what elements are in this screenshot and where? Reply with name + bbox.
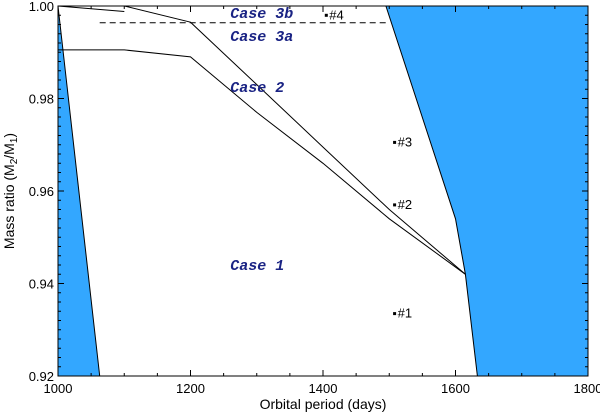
case-label-case3a: Case 3a bbox=[230, 29, 293, 46]
data-point-label-3: #3 bbox=[398, 134, 412, 149]
excluded-regions bbox=[57, 5, 589, 377]
y-tick-label: 0.96 bbox=[29, 184, 54, 199]
excluded-region-1 bbox=[57, 5, 101, 377]
y-axis-label: Mass ratio (M2/M1) bbox=[1, 133, 20, 249]
case-label-case1: Case 1 bbox=[230, 258, 284, 275]
y-tick-label: 0.98 bbox=[29, 92, 54, 107]
excluded-region-2 bbox=[323, 5, 589, 377]
axes: 1000 1200 1400 1600 1800 0.92 0.94 0.96 0.98 1.00 bbox=[29, 0, 600, 396]
data-point-3 bbox=[393, 140, 397, 144]
x-tick-label: 1000 bbox=[44, 381, 73, 396]
y-axis-label-part: ) bbox=[1, 133, 17, 138]
x-tick-label: 1600 bbox=[441, 381, 470, 396]
y-axis-label-subscript: 1 bbox=[9, 137, 20, 143]
case-boundary-line-1 bbox=[124, 5, 466, 275]
data-points: #1 #2 #3 #4 bbox=[324, 7, 412, 321]
case-label-case3b: Case 3b bbox=[230, 6, 293, 23]
y-axis-label-subscript: 2 bbox=[9, 158, 20, 164]
data-point-4 bbox=[324, 13, 328, 17]
case-label-case2: Case 2 bbox=[230, 80, 284, 97]
case-labels: Case 3b Case 3a Case 2 Case 1 bbox=[230, 6, 293, 275]
y-axis-label-part: Mass ratio (M bbox=[1, 164, 17, 249]
x-tick-label: 1200 bbox=[176, 381, 205, 396]
x-axis-label: Orbital period (days) bbox=[260, 396, 387, 412]
data-point-label-2: #2 bbox=[398, 197, 412, 212]
data-point-label-1: #1 bbox=[398, 306, 412, 321]
y-tick-label: 0.92 bbox=[29, 369, 54, 384]
y-tick-label: 0.94 bbox=[29, 277, 54, 292]
y-axis-label-part: /M bbox=[1, 143, 17, 159]
case-boundary-line-2 bbox=[58, 49, 466, 275]
data-point-2 bbox=[393, 203, 397, 207]
data-point-1 bbox=[393, 312, 397, 316]
x-tick-label: 1400 bbox=[309, 381, 338, 396]
x-tick-label: 1800 bbox=[574, 381, 600, 396]
data-point-label-4: #4 bbox=[329, 7, 343, 22]
y-tick-label: 1.00 bbox=[29, 0, 54, 14]
